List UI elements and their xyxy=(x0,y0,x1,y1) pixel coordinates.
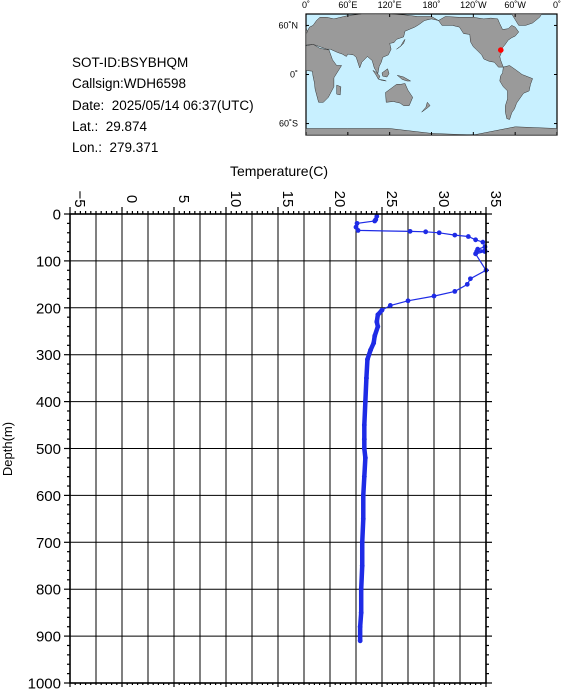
sot-id-text: SOT-ID:BSYBHQM xyxy=(72,55,189,70)
x-axis-title: Temperature(C) xyxy=(230,163,328,179)
date-text: Date: 2025/05/14 06:37(UTC) xyxy=(72,97,254,113)
map-lon-label: 60˚W xyxy=(504,0,526,10)
temperature-data-point xyxy=(468,276,473,282)
landmass xyxy=(396,39,406,50)
landmass xyxy=(421,101,431,113)
map-lat-label: 0˚ xyxy=(290,70,298,80)
landmass xyxy=(305,44,343,103)
temperature-series-segment xyxy=(362,399,368,428)
x-tick-label: 15 xyxy=(279,191,296,208)
temperature-series-segment xyxy=(363,375,369,404)
landmass xyxy=(305,27,308,35)
temperature-data-point xyxy=(423,229,429,235)
map-lat-label: 60˚S xyxy=(279,119,298,129)
landmass xyxy=(379,79,387,82)
temperature-series-line xyxy=(355,216,487,641)
y-tick-label: 0 xyxy=(53,207,61,224)
landmass xyxy=(511,13,543,26)
landmass xyxy=(381,68,390,78)
y-tick-label: 200 xyxy=(36,300,61,317)
x-tick-label: 20 xyxy=(331,191,348,208)
longitude-text: Lon.: 279.371 xyxy=(72,140,159,156)
temperature-data-point xyxy=(407,228,413,234)
y-tick-label: 300 xyxy=(36,347,61,364)
y-tick-label: 400 xyxy=(36,394,61,411)
y-tick-label: 800 xyxy=(36,582,61,599)
temperature-series-segment xyxy=(358,563,365,592)
x-tick-label: 10 xyxy=(227,191,244,208)
temperature-data-point xyxy=(355,228,361,233)
temperature-data-point xyxy=(473,251,478,257)
location-map: 0˚ 60˚E 120˚E 180˚ 120˚W 60˚W 0˚ 60˚N 0˚ 60˚S xyxy=(278,0,561,136)
temperature-series-segment xyxy=(364,357,370,381)
temperature-data-point xyxy=(473,237,478,243)
temperature-data-point xyxy=(452,288,458,294)
temperature-data-point xyxy=(452,232,458,238)
map-lon-label: 120˚W xyxy=(460,0,487,10)
map-lon-label: 120˚E xyxy=(378,0,402,10)
temperature-data-point xyxy=(480,239,486,245)
landmass xyxy=(336,84,342,96)
map-lon-label: 0˚ xyxy=(302,0,310,10)
temperature-series-segment xyxy=(359,516,366,545)
temperature-data-point xyxy=(387,303,393,308)
x-tick-label: −5 xyxy=(71,190,88,207)
y-axis-title: Depth(m) xyxy=(0,422,15,476)
x-tick-label: 0 xyxy=(123,195,140,203)
landmass xyxy=(499,65,533,120)
landmass xyxy=(305,13,439,75)
map-lon-label: 180˚ xyxy=(422,0,440,10)
temperature-data-point xyxy=(464,281,470,287)
y-tick-label: 500 xyxy=(36,441,61,458)
temperature-series-segment xyxy=(362,455,368,479)
y-tick-label: 1000 xyxy=(28,676,61,690)
landmass xyxy=(397,75,412,82)
temperature-data-point xyxy=(405,298,411,304)
float-location-marker xyxy=(497,47,504,53)
temperature-data-point xyxy=(465,234,471,239)
temperature-data-point xyxy=(436,230,442,236)
map-lon-label: 0˚ xyxy=(553,0,561,10)
temperature-data-point xyxy=(372,218,378,224)
x-tick-label: 35 xyxy=(487,191,504,208)
y-tick-label: 100 xyxy=(36,253,61,270)
float-info: SOT-ID:BSYBHQM Callsign:WDH6598 Date: 20… xyxy=(72,52,254,158)
map-lon-label: 60˚E xyxy=(338,0,357,10)
y-tick-label: 900 xyxy=(36,629,61,646)
temperature-data-point xyxy=(354,220,360,226)
x-tick-label: 5 xyxy=(175,195,192,203)
temperature-data-point xyxy=(431,293,437,299)
latitude-text: Lat.: 29.874 xyxy=(72,118,148,134)
temperature-series-segment xyxy=(357,610,364,629)
landmass xyxy=(385,83,413,106)
map-lat-label: 60˚N xyxy=(278,20,298,30)
y-tick-label: 700 xyxy=(36,535,61,552)
y-tick-label: 600 xyxy=(36,488,61,505)
x-tick-label: 25 xyxy=(383,191,400,208)
temperature-series-segment xyxy=(361,474,367,498)
landmass xyxy=(372,70,381,80)
callsign-text: Callsign:WDH6598 xyxy=(72,76,187,92)
x-tick-label: 30 xyxy=(435,191,452,208)
plot-frame xyxy=(69,213,487,684)
